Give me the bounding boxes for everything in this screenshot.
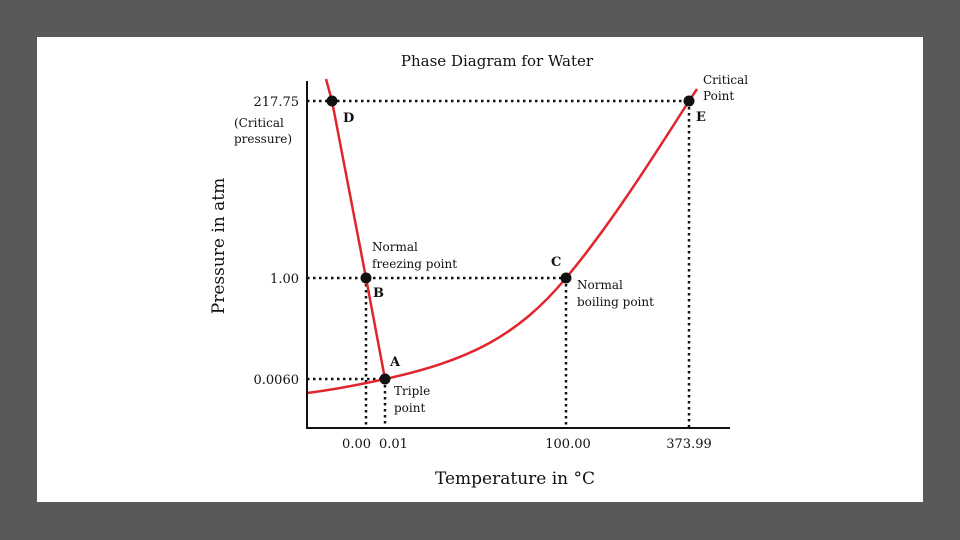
point-annotation: Normal bbox=[372, 240, 418, 254]
vaporization-curve bbox=[306, 88, 699, 395]
point-annotation: Triple bbox=[394, 384, 430, 398]
point-letter: E bbox=[696, 110, 706, 125]
x-tick-label: 0.01 bbox=[379, 437, 408, 452]
x-tick-label: 0.00 bbox=[342, 437, 371, 452]
point-annotation: Normal bbox=[577, 278, 623, 292]
y-tick-label: 1.00 bbox=[270, 272, 299, 287]
point-letter: B bbox=[373, 286, 384, 301]
critical-pressure-note: (Critical bbox=[234, 116, 284, 130]
x-tick-label: 100.00 bbox=[545, 437, 591, 452]
boiling-point-marker bbox=[560, 272, 572, 284]
chart-title: Phase Diagram for Water bbox=[401, 52, 594, 70]
critical-pressure-note: pressure) bbox=[234, 132, 292, 146]
critical-point-marker bbox=[683, 95, 695, 107]
point-letter: C bbox=[551, 255, 561, 270]
point-d-marker bbox=[326, 95, 338, 107]
point-annotation: point bbox=[394, 401, 425, 415]
freezing-point-marker bbox=[360, 272, 372, 284]
point-annotation: freezing point bbox=[372, 257, 457, 271]
x-tick-label: 373.99 bbox=[666, 437, 712, 452]
phase-diagram: Phase Diagram for Water 217.75 1.00 0.00… bbox=[209, 52, 748, 489]
point-annotation: Point bbox=[703, 89, 734, 103]
triple-point-marker bbox=[379, 373, 391, 385]
point-letter: D bbox=[343, 111, 354, 126]
slide: Phase Diagram for Water 217.75 1.00 0.00… bbox=[37, 37, 923, 502]
y-tick-label: 217.75 bbox=[254, 95, 300, 110]
point-annotation: Critical bbox=[703, 73, 748, 87]
melting-curve bbox=[324, 78, 387, 380]
point-letter: A bbox=[389, 355, 401, 370]
x-axis-label: Temperature in °C bbox=[435, 469, 595, 489]
point-annotation: boiling point bbox=[577, 295, 654, 309]
y-axis-label: Pressure in atm bbox=[209, 178, 229, 315]
y-tick-label: 0.0060 bbox=[254, 373, 300, 388]
